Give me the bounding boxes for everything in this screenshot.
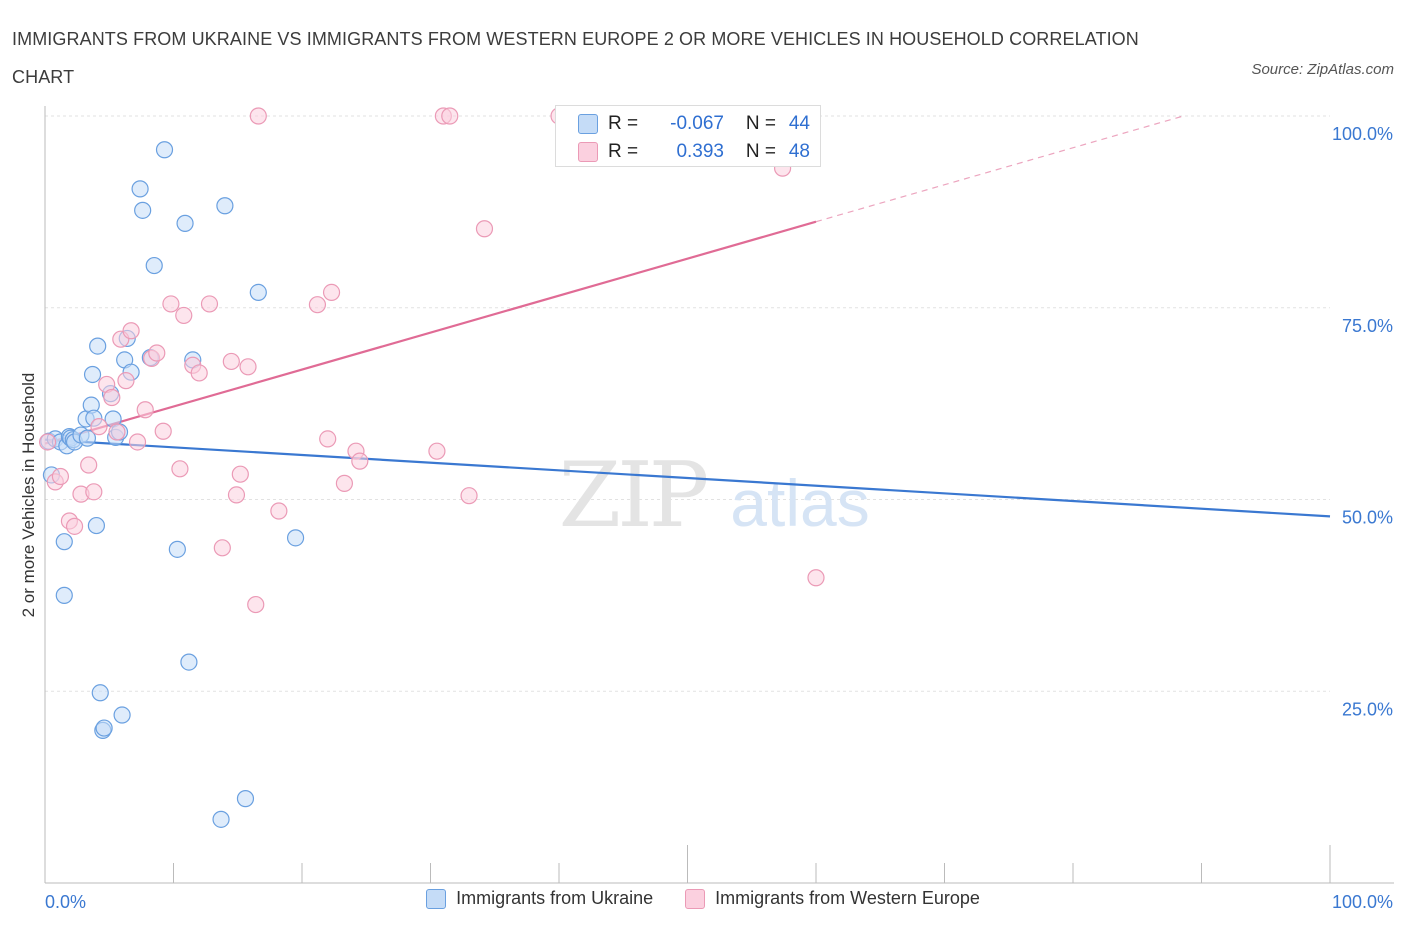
point-western-europe	[171, 460, 189, 478]
point-western-europe	[85, 483, 103, 501]
point-western-europe	[308, 296, 327, 314]
legend-item-ukraine[interactable]: Immigrants from Ukraine	[426, 888, 653, 909]
point-western-europe	[90, 418, 108, 436]
stats-r-label: R =	[608, 141, 639, 162]
point-ukraine	[286, 529, 305, 547]
legend-swatch-western-europe	[685, 888, 706, 909]
chart-title: IMMIGRANTS FROM UKRAINE VS IMMIGRANTS FR…	[12, 29, 1139, 87]
point-western-europe	[441, 107, 459, 125]
point-ukraine	[87, 516, 106, 535]
point-western-europe	[108, 423, 126, 441]
source-label: Source: ZipAtlas.com	[1251, 61, 1394, 78]
point-western-europe	[162, 295, 180, 313]
gridlines	[45, 115, 1330, 692]
legend-label-ukraine: Immigrants from Ukraine	[456, 888, 654, 908]
point-western-europe	[136, 401, 154, 419]
stats-n-label: N =	[745, 113, 776, 134]
watermark: ZIP atlas	[559, 443, 870, 548]
stats-r-label: R =	[608, 113, 639, 134]
axes	[44, 106, 1394, 884]
point-ukraine	[113, 706, 131, 724]
point-ukraine	[55, 586, 73, 604]
legend-label-western-europe: Immigrants from Western Europe	[715, 888, 980, 908]
point-western-europe	[428, 442, 446, 460]
trend-line-western-europe	[44, 220, 817, 445]
point-western-europe	[117, 372, 135, 390]
point-western-europe	[247, 595, 265, 614]
point-ukraine	[95, 719, 113, 737]
point-western-europe	[200, 295, 219, 313]
data-points	[38, 107, 825, 828]
stats-row-ukraine: R = -0.067 N = 44	[578, 110, 810, 138]
point-ukraine	[180, 653, 198, 671]
watermark-atlas: atlas	[730, 466, 869, 540]
point-western-europe	[80, 456, 98, 474]
point-ukraine	[89, 337, 107, 355]
point-ukraine	[249, 283, 267, 302]
point-western-europe	[213, 539, 231, 557]
point-western-europe	[319, 430, 337, 448]
point-ukraine	[155, 141, 174, 159]
point-western-europe	[335, 474, 354, 492]
point-western-europe	[460, 487, 478, 505]
point-western-europe	[322, 283, 341, 302]
point-western-europe	[227, 486, 246, 504]
point-ukraine	[83, 365, 102, 384]
point-western-europe	[222, 352, 240, 371]
legend-swatch-ukraine	[426, 888, 447, 909]
watermark-zip: ZIP	[559, 443, 707, 548]
trend-line-extension	[815, 115, 1184, 223]
point-ukraine	[134, 201, 152, 219]
point-western-europe	[148, 344, 166, 362]
point-western-europe	[103, 388, 121, 407]
stats-n-label: N =	[745, 141, 776, 162]
trend-line-ukraine	[44, 438, 1331, 518]
point-western-europe	[475, 220, 494, 238]
x-tick-label-max: 100.0%	[1332, 892, 1393, 912]
point-western-europe	[154, 422, 172, 440]
point-ukraine	[212, 810, 230, 828]
stats-swatch-western-europe	[578, 142, 598, 162]
point-western-europe	[190, 364, 208, 382]
stats-n-value: 48	[788, 141, 810, 162]
point-western-europe	[249, 107, 267, 125]
point-ukraine	[91, 684, 109, 702]
y-tick-label: 50.0%	[1342, 508, 1393, 528]
point-ukraine	[131, 180, 149, 198]
y-tick-label: 25.0%	[1342, 699, 1393, 719]
y-tick-label: 100.0%	[1332, 124, 1393, 144]
stats-n-value: 44	[788, 113, 810, 134]
legend: Immigrants from Ukraine Immigrants from …	[0, 888, 1406, 909]
stats-row-western-europe: R = 0.393 N = 48	[578, 138, 810, 166]
point-western-europe	[51, 467, 70, 486]
point-ukraine	[145, 256, 163, 275]
point-western-europe	[239, 358, 257, 376]
point-western-europe	[270, 502, 288, 520]
x-tick-label-min: 0.0%	[45, 892, 86, 912]
point-western-europe	[807, 569, 825, 587]
point-ukraine	[216, 197, 234, 215]
y-tick-label: 75.0%	[1342, 316, 1393, 336]
point-ukraine	[55, 533, 73, 551]
point-ukraine	[168, 540, 186, 558]
tick-labels: 25.0% 50.0% 75.0% 100.0% 0.0% 100.0%	[45, 124, 1393, 912]
stats-r-value: 0.393	[676, 141, 724, 162]
y-axis-label: 2 or more Vehicles in Household	[19, 372, 38, 618]
point-ukraine	[176, 214, 194, 232]
stats-box: R = -0.067 N = 44 R = 0.393 N = 48	[555, 105, 821, 167]
point-western-europe	[128, 433, 147, 451]
stats-r-value: -0.067	[670, 113, 724, 134]
point-western-europe	[65, 517, 84, 535]
point-western-europe	[175, 306, 193, 325]
point-western-europe	[38, 433, 57, 451]
stats-swatch-ukraine	[578, 114, 598, 134]
point-western-europe	[231, 465, 249, 483]
point-ukraine	[78, 429, 97, 447]
point-ukraine	[236, 790, 255, 808]
point-western-europe	[351, 452, 369, 470]
trend-lines	[44, 115, 1331, 518]
point-western-europe	[122, 322, 140, 340]
legend-item-western-europe[interactable]: Immigrants from Western Europe	[685, 888, 980, 909]
